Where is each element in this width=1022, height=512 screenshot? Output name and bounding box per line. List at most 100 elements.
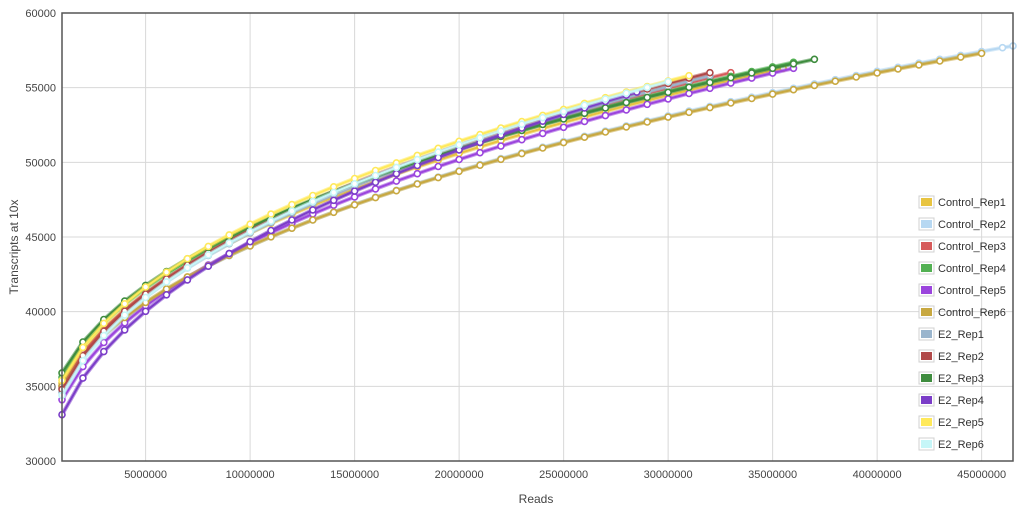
data-point[interactable] [768, 90, 777, 98]
data-point[interactable] [747, 94, 756, 103]
data-point[interactable] [413, 180, 422, 188]
data-point[interactable] [392, 169, 401, 178]
data-point[interactable] [455, 141, 463, 149]
data-point[interactable] [392, 186, 401, 195]
data-point[interactable] [288, 224, 296, 232]
data-point[interactable] [706, 84, 714, 93]
data-point[interactable] [747, 69, 756, 77]
legend-item[interactable]: Control_Rep2 [918, 217, 1006, 231]
data-point[interactable] [768, 64, 777, 73]
legend-item[interactable]: E2_Rep1 [918, 327, 984, 341]
data-point[interactable] [643, 93, 652, 102]
data-point[interactable] [329, 196, 338, 205]
data-point[interactable] [622, 106, 631, 114]
data-point[interactable] [559, 138, 568, 147]
data-point[interactable] [810, 81, 819, 90]
data-point[interactable] [267, 217, 275, 225]
legend[interactable]: Control_Rep1 Control_Rep2 Control_Rep3 Cont… [918, 195, 1006, 451]
data-point[interactable] [873, 69, 881, 77]
data-point[interactable] [601, 111, 610, 120]
legend-item[interactable]: E2_Rep6 [918, 437, 984, 451]
data-point[interactable] [517, 135, 526, 144]
data-point[interactable] [204, 262, 213, 271]
legend-item[interactable]: Control_Rep4 [918, 261, 1006, 275]
legend-item[interactable]: Control_Rep1 [918, 195, 1006, 209]
data-point[interactable] [455, 167, 463, 176]
data-point[interactable] [329, 188, 338, 197]
data-point[interactable] [308, 191, 317, 200]
data-point[interactable] [225, 239, 233, 247]
data-point[interactable] [664, 113, 672, 121]
data-point[interactable] [706, 68, 714, 77]
data-point[interactable] [538, 129, 547, 138]
data-point[interactable] [538, 113, 547, 122]
data-point[interactable] [225, 231, 233, 239]
data-point[interactable] [685, 108, 693, 117]
legend-item[interactable]: E2_Rep5 [918, 415, 984, 429]
data-point[interactable] [79, 356, 87, 365]
data-point[interactable] [580, 117, 589, 126]
data-point[interactable] [308, 206, 317, 214]
data-point[interactable] [183, 254, 192, 263]
data-point[interactable] [141, 283, 150, 291]
data-point[interactable] [706, 78, 714, 87]
data-point[interactable] [810, 55, 819, 64]
data-point[interactable] [371, 178, 380, 187]
data-point[interactable] [956, 53, 965, 61]
data-point[interactable] [371, 171, 380, 180]
data-point[interactable] [497, 142, 505, 150]
data-point[interactable] [434, 148, 443, 156]
data-point[interactable] [789, 85, 798, 94]
data-point[interactable] [935, 57, 944, 65]
data-point[interactable] [120, 326, 129, 334]
data-point[interactable] [685, 71, 693, 80]
data-point[interactable] [726, 73, 735, 82]
data-point[interactable] [622, 123, 631, 131]
data-point[interactable] [246, 237, 254, 246]
data-point[interactable] [643, 100, 652, 109]
data-point[interactable] [476, 161, 484, 169]
data-point[interactable] [308, 216, 317, 224]
data-point[interactable] [162, 268, 171, 277]
data-point[interactable] [204, 251, 213, 259]
data-point[interactable] [915, 61, 923, 69]
data-point[interactable] [79, 343, 87, 352]
data-point[interactable] [225, 249, 233, 258]
data-point[interactable] [517, 149, 526, 158]
data-point[interactable] [267, 233, 275, 241]
data-point[interactable] [476, 134, 484, 142]
data-point[interactable] [852, 73, 861, 81]
data-point[interactable] [413, 155, 422, 164]
data-point[interactable] [267, 210, 275, 218]
data-point[interactable] [183, 276, 192, 284]
data-point[interactable] [664, 88, 672, 97]
data-point[interactable] [998, 43, 1007, 52]
data-point[interactable] [246, 227, 254, 236]
data-point[interactable] [894, 65, 902, 73]
legend-item[interactable]: Control_Rep5 [918, 283, 1006, 297]
data-point[interactable] [246, 220, 254, 228]
data-point[interactable] [434, 173, 443, 182]
data-point[interactable] [288, 200, 296, 209]
legend-item[interactable]: E2_Rep2 [918, 349, 984, 363]
data-point[interactable] [329, 208, 338, 217]
data-point[interactable] [643, 83, 652, 92]
data-point[interactable] [434, 162, 443, 171]
data-point[interactable] [559, 107, 568, 116]
data-point[interactable] [706, 103, 714, 112]
data-point[interactable] [664, 95, 672, 103]
data-point[interactable] [476, 148, 484, 157]
data-point[interactable] [162, 278, 171, 286]
data-point[interactable] [392, 163, 401, 172]
data-point[interactable] [413, 169, 422, 178]
data-point[interactable] [100, 331, 108, 340]
data-point[interactable] [831, 77, 840, 85]
data-point[interactable] [288, 216, 296, 224]
legend-item[interactable]: Control_Rep6 [918, 305, 1006, 319]
data-point[interactable] [141, 307, 150, 316]
data-point[interactable] [120, 299, 129, 308]
data-point[interactable] [455, 155, 463, 164]
data-point[interactable] [350, 187, 359, 195]
data-point[interactable] [685, 83, 693, 92]
data-point[interactable] [267, 226, 275, 235]
